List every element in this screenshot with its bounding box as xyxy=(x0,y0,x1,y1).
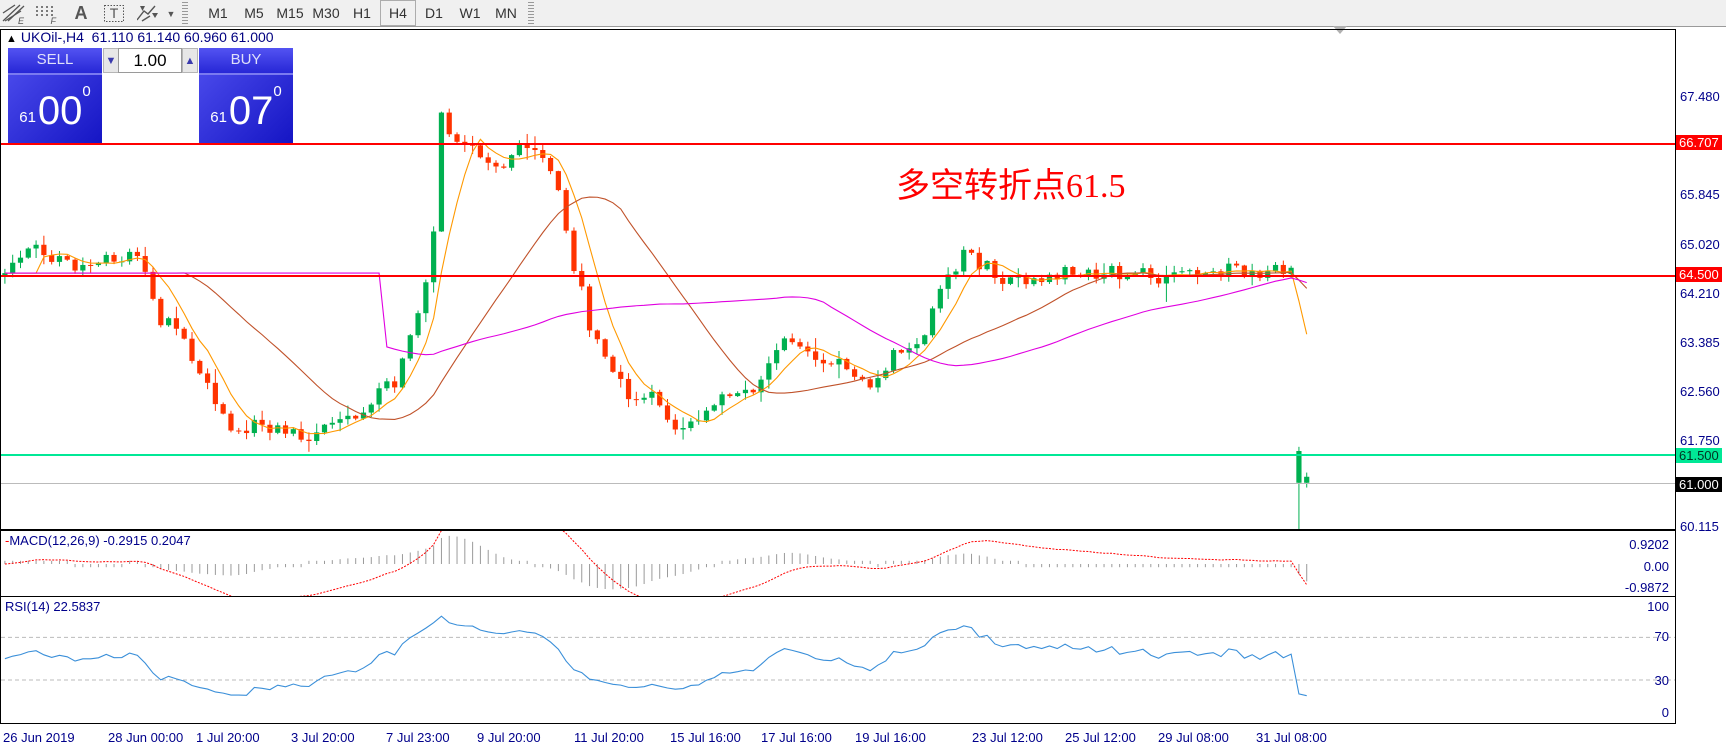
svg-text:T: T xyxy=(110,5,119,21)
